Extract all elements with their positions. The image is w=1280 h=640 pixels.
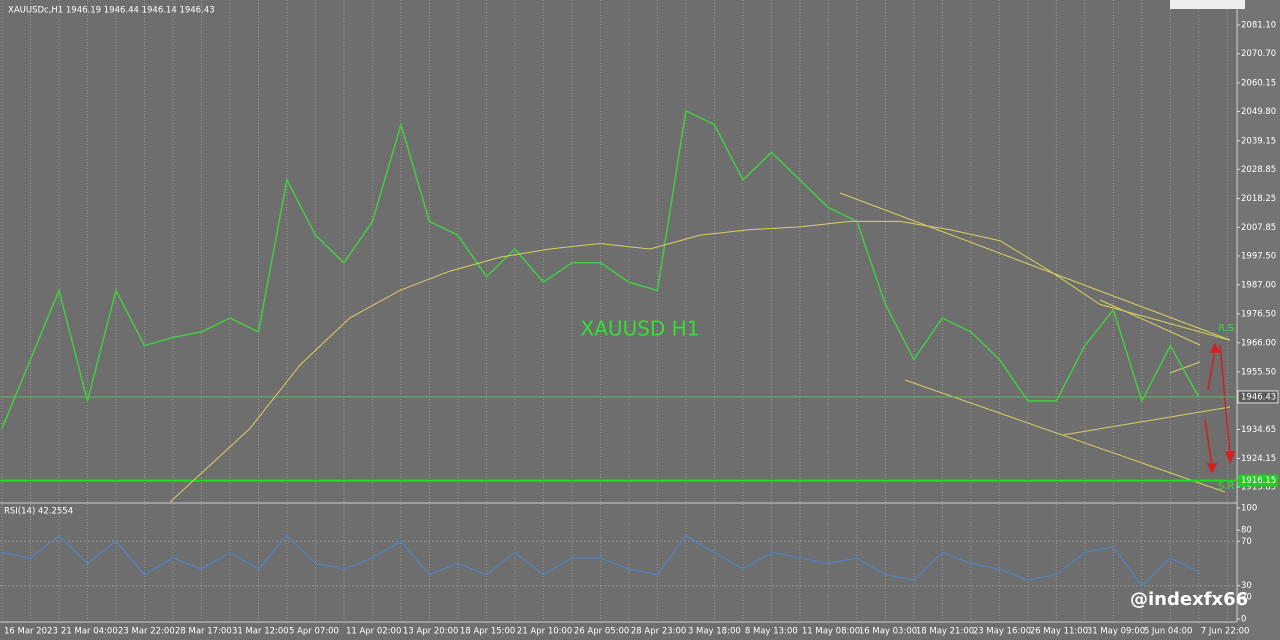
annotation: R.S — [1218, 323, 1234, 334]
y-tick-label: 2049.80 — [1241, 107, 1276, 117]
y-tick-label: 2018.25 — [1241, 194, 1276, 204]
y-tick-label: 1987.00 — [1241, 280, 1276, 290]
y-tick-label: 0 — [1241, 615, 1246, 625]
y-tick-label: 100 — [1241, 504, 1257, 514]
price-axis — [1237, 0, 1280, 640]
y-tick-label: 2070.70 — [1241, 49, 1276, 59]
rsi-label: RSI(14) 42.2554 — [4, 507, 73, 517]
x-tick-label: 7 Jun 22:00 — [1201, 627, 1250, 637]
price-line — [169, 220, 1230, 503]
x-tick-label: 23 Mar 22:00 — [118, 627, 175, 637]
symbol-header: XAUUSDc,H1 1946.19 1946.44 1946.14 1946.… — [8, 6, 215, 16]
y-tick-label: 1924.15 — [1241, 454, 1276, 464]
y-tick-label: 80 — [1241, 526, 1252, 536]
x-tick-label: 5 Apr 07:00 — [289, 627, 339, 637]
x-tick-label: 11 May 08:00 — [802, 627, 860, 637]
x-tick-label: 8 May 13:00 — [745, 627, 798, 637]
y-tick-label: 30 — [1241, 581, 1252, 591]
x-tick-label: 18 May 21:00 — [916, 627, 974, 637]
y-tick-label: 2028.85 — [1241, 165, 1276, 175]
x-tick-label: 26 Apr 05:00 — [574, 627, 629, 637]
x-tick-label: 31 May 09:00 — [1087, 627, 1145, 637]
x-tick-label: 26 May 11:00 — [1030, 627, 1088, 637]
y-tick-label: 1966.00 — [1241, 338, 1276, 348]
y-tick-label: 1976.50 — [1241, 309, 1276, 319]
x-tick-label: 21 Apr 10:00 — [517, 627, 572, 637]
price-line — [1, 109, 1200, 429]
toolbar[interactable] — [1170, 0, 1245, 9]
y-tick-label: 20 — [1241, 592, 1252, 602]
y-tick-label: 1934.65 — [1241, 425, 1276, 435]
y-tick-label: 1997.50 — [1241, 251, 1276, 261]
x-tick-label: 3 May 18:00 — [688, 627, 741, 637]
y-tick-label: 70 — [1241, 537, 1252, 547]
price-label-box — [1238, 474, 1278, 487]
annotation: S.R — [1218, 481, 1235, 492]
badge: @indexfx66 — [1130, 589, 1248, 610]
x-tick-label: 11 Apr 02:00 — [346, 627, 401, 637]
x-tick-label: 31 Mar 12:00 — [232, 627, 289, 637]
x-tick-label: 28 Apr 23:00 — [631, 627, 686, 637]
x-tick-label: 5 Jun 04:00 — [1144, 627, 1193, 637]
watermark: XAUUSD H1 — [581, 317, 700, 341]
y-tick-label: 2060.15 — [1241, 78, 1276, 88]
support-label: 1916.15 — [1241, 476, 1276, 486]
x-tick-label: 13 Apr 20:00 — [403, 627, 458, 637]
arrows — [1204, 342, 1236, 474]
x-tick-label: 16 May 03:00 — [859, 627, 917, 637]
current-price-label: 1946.43 — [1241, 392, 1276, 402]
y-tick-label: 1913.85 — [1241, 482, 1276, 492]
x-tick-label: 28 Mar 17:00 — [175, 627, 232, 637]
y-tick-label: 2039.15 — [1241, 136, 1276, 146]
x-tick-label: 18 Apr 15:00 — [460, 627, 515, 637]
y-tick-label: 1955.50 — [1241, 367, 1276, 377]
x-tick-label: 23 May 16:00 — [973, 627, 1031, 637]
y-tick-label: 2081.10 — [1241, 20, 1276, 30]
trendlines — [839, 192, 1231, 493]
x-tick-label: 16 Mar 2023 — [4, 627, 58, 637]
y-tick-label: 2007.85 — [1241, 223, 1276, 233]
price-label-box — [1237, 390, 1279, 404]
x-tick-label: 21 Mar 04:00 — [61, 627, 118, 637]
rsi-line — [1, 534, 1200, 587]
